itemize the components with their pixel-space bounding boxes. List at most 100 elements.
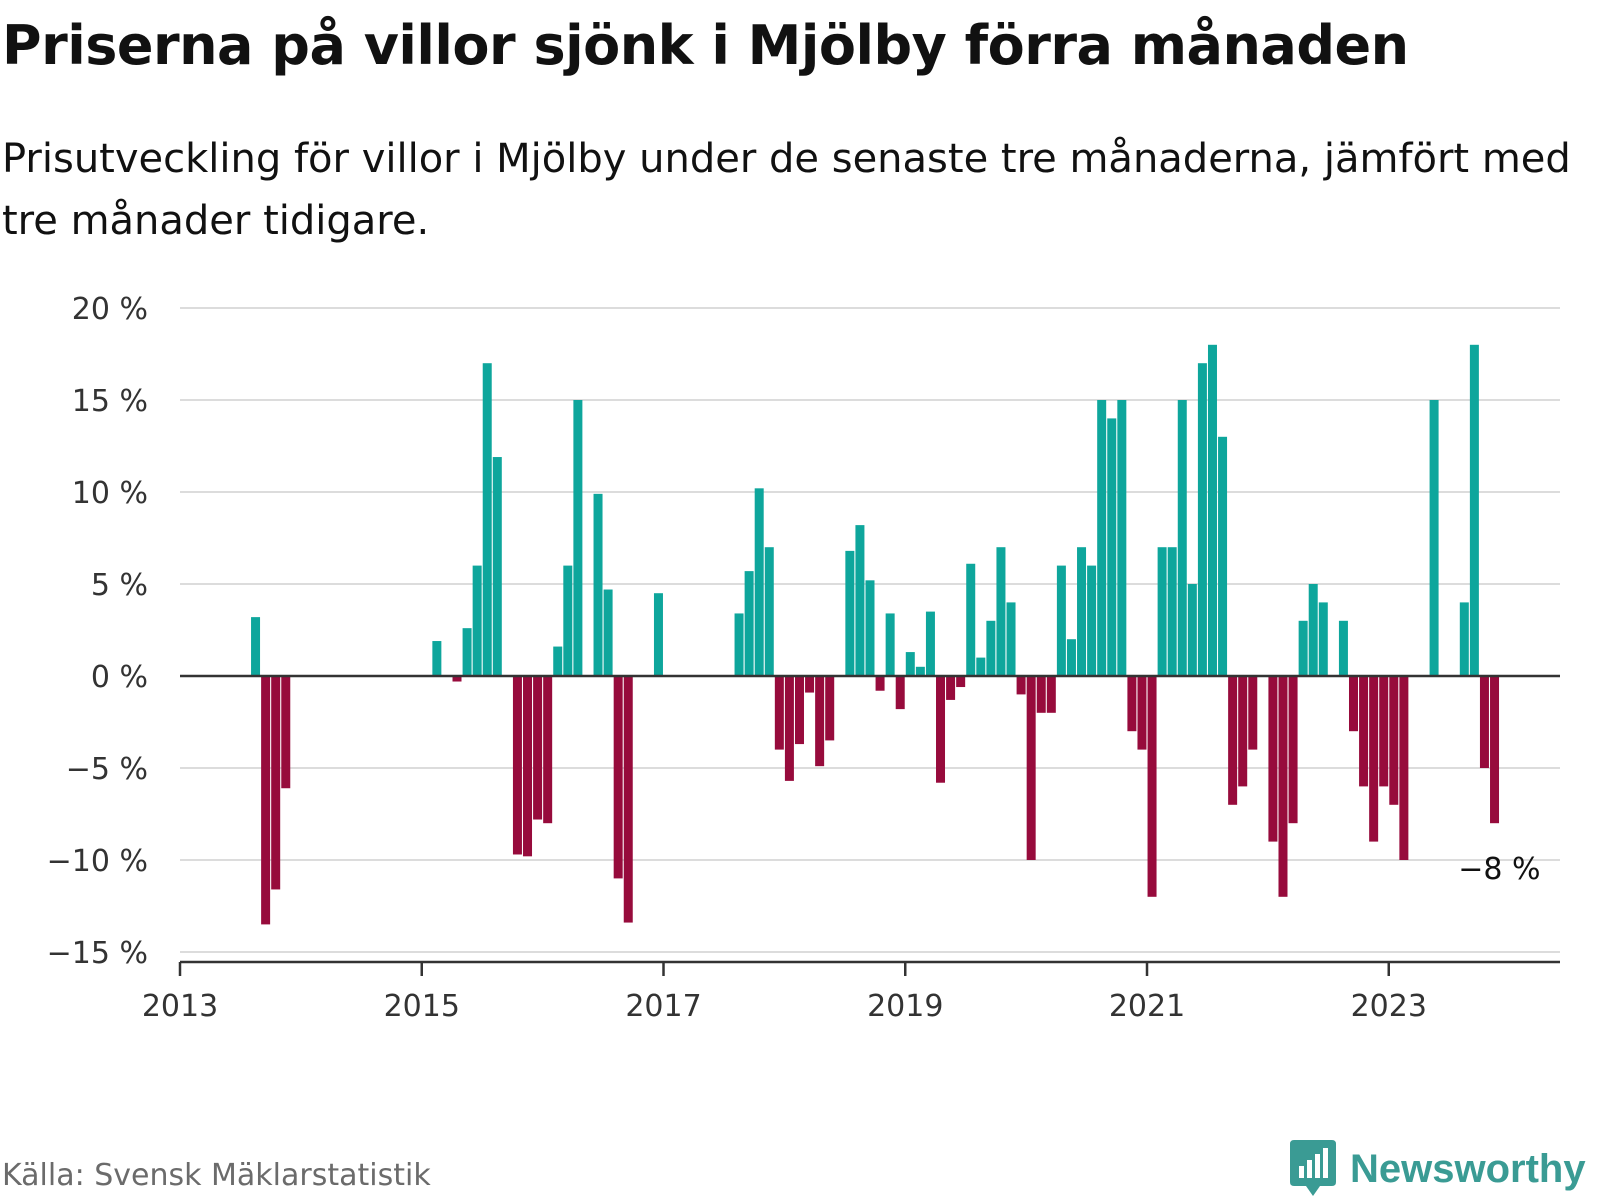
bar — [593, 493, 603, 676]
bar — [845, 550, 855, 676]
x-axis-tick-labels: 2013 2015 2017 2019 2021 2023 — [142, 989, 1427, 1020]
bar — [1349, 676, 1359, 732]
y-tick-label: −10 % — [47, 844, 148, 879]
bar — [986, 620, 996, 676]
bar — [744, 571, 754, 676]
x-tick-label: 2019 — [867, 989, 943, 1020]
bar — [794, 676, 804, 745]
bar — [1308, 584, 1318, 676]
brand-name: Newsworthy — [1350, 1146, 1586, 1191]
bar — [1187, 584, 1197, 676]
brand-logo: Newsworthy — [1290, 1140, 1586, 1198]
bar — [1359, 676, 1369, 787]
bar — [1429, 400, 1439, 676]
bar — [925, 611, 935, 676]
bar — [734, 613, 744, 676]
bar — [805, 676, 815, 693]
bar — [1117, 400, 1127, 676]
x-tick-label: 2023 — [1351, 989, 1427, 1020]
bar — [1338, 620, 1348, 676]
bar — [1167, 547, 1177, 676]
bar — [482, 363, 492, 676]
bar — [512, 676, 522, 855]
bar — [915, 666, 925, 676]
bar — [1107, 418, 1117, 676]
bar — [1490, 676, 1500, 824]
bar — [1197, 363, 1207, 676]
bar — [895, 676, 905, 710]
bar — [452, 676, 462, 682]
bar — [1036, 676, 1046, 713]
bar — [623, 676, 633, 923]
axes — [178, 674, 1560, 976]
bar — [1238, 676, 1248, 787]
bar — [1218, 436, 1228, 676]
bar — [1127, 676, 1137, 732]
bar — [573, 400, 583, 676]
y-tick-label: −5 % — [66, 752, 148, 787]
bar — [1207, 344, 1217, 676]
bars — [251, 344, 1500, 925]
bar — [1016, 676, 1026, 695]
bar — [764, 547, 774, 676]
bar — [936, 676, 946, 783]
bar — [1399, 676, 1409, 860]
bar — [774, 676, 784, 750]
bar — [996, 547, 1006, 676]
bar — [563, 565, 573, 676]
bar — [432, 641, 442, 676]
bar — [271, 676, 281, 890]
bar — [472, 565, 482, 676]
y-axis-tick-labels: 20 % 15 % 10 % 5 % 0 % −5 % −10 % −15 % — [47, 292, 148, 971]
bar — [1389, 676, 1399, 805]
bar — [815, 676, 825, 767]
bar — [1077, 547, 1087, 676]
bar — [1056, 565, 1066, 676]
bar — [533, 676, 543, 820]
bar — [523, 676, 533, 857]
bar — [1137, 676, 1147, 750]
bar — [754, 488, 764, 676]
bar — [825, 676, 835, 741]
bar — [966, 563, 976, 676]
bar — [976, 657, 986, 676]
y-tick-label: 0 % — [91, 660, 148, 695]
bar — [603, 589, 613, 676]
bar — [905, 652, 915, 676]
bar — [956, 676, 966, 688]
bar — [875, 676, 885, 691]
bar — [261, 676, 271, 925]
chart-subtitle: Prisutveckling för villor i Mjölby under… — [2, 136, 1571, 244]
x-tick-label: 2021 — [1109, 989, 1185, 1020]
bar — [784, 676, 794, 781]
bar-chart: 20 %15 %10 %5 %0 %−5 %−10 %−15 % 2013 201… — [47, 292, 1560, 1020]
x-tick-label: 2015 — [384, 989, 460, 1020]
bar — [1248, 676, 1258, 750]
bar — [855, 525, 865, 676]
bar — [1228, 676, 1238, 805]
bar — [885, 613, 895, 676]
bar — [1006, 602, 1016, 676]
bar — [1379, 676, 1389, 787]
bar — [1097, 400, 1107, 676]
bar — [1278, 676, 1288, 897]
newsworthy-logo-icon — [1290, 1140, 1336, 1196]
bar — [1318, 602, 1328, 676]
bar — [613, 676, 623, 879]
bar — [1369, 676, 1379, 842]
bar — [1469, 344, 1479, 676]
bar — [1157, 547, 1167, 676]
bar — [865, 580, 875, 676]
chart-title: Priserna på villor sjönk i Mjölby förra … — [2, 14, 1409, 77]
bar — [1479, 676, 1489, 768]
bar — [653, 593, 663, 676]
bar — [1087, 565, 1097, 676]
bar — [251, 617, 261, 676]
x-tick-label: 2017 — [625, 989, 701, 1020]
y-tick-label: 5 % — [91, 568, 148, 603]
source-note: Källa: Svensk Mäklarstatistik — [2, 1158, 431, 1193]
bar — [553, 646, 563, 676]
bar — [1177, 400, 1187, 676]
y-tick-label: 20 % — [72, 292, 148, 327]
y-tick-label: 10 % — [72, 476, 148, 511]
